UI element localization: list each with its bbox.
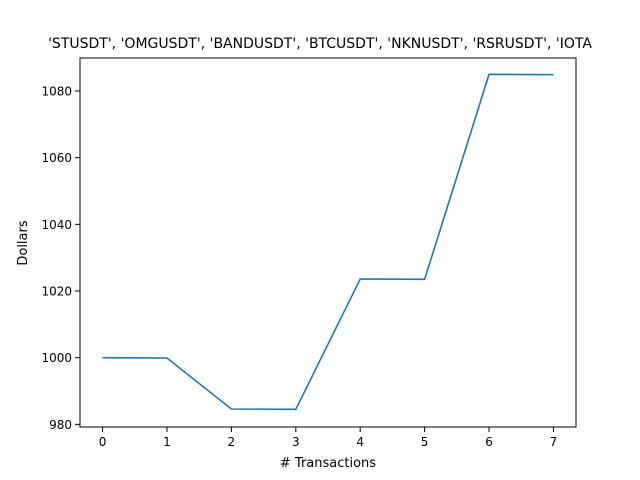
- x-tick-label: 0: [99, 435, 107, 449]
- x-tick-label: 2: [228, 435, 236, 449]
- chart-title: 'STUSDT', 'OMGUSDT', 'BANDUSDT', 'BTCUSD…: [48, 36, 592, 52]
- y-tick-label: 1080: [41, 85, 72, 99]
- y-tick-label: 1000: [41, 351, 72, 365]
- y-axis-label: Dollars: [16, 220, 31, 265]
- y-tick-label: 1020: [41, 285, 72, 299]
- y-tick-label: 1040: [41, 218, 72, 232]
- x-tick-label: 6: [485, 435, 493, 449]
- x-tick-label: 3: [292, 435, 300, 449]
- x-tick-label: 1: [163, 435, 171, 449]
- x-tick-label: 4: [356, 435, 364, 449]
- x-tick-label: 5: [421, 435, 429, 449]
- x-axis-label: # Transactions: [280, 456, 376, 471]
- x-tick-label: 7: [550, 435, 558, 449]
- y-tick-label: 980: [49, 418, 72, 432]
- y-tick-label: 1060: [41, 151, 72, 165]
- y-axis: 980 1000 1020 1040 1060 1080: [41, 85, 80, 432]
- x-axis: 0 1 2 3 4 5 6 7: [99, 427, 558, 449]
- series-line: [102, 73, 554, 411]
- plot-area: [79, 57, 577, 428]
